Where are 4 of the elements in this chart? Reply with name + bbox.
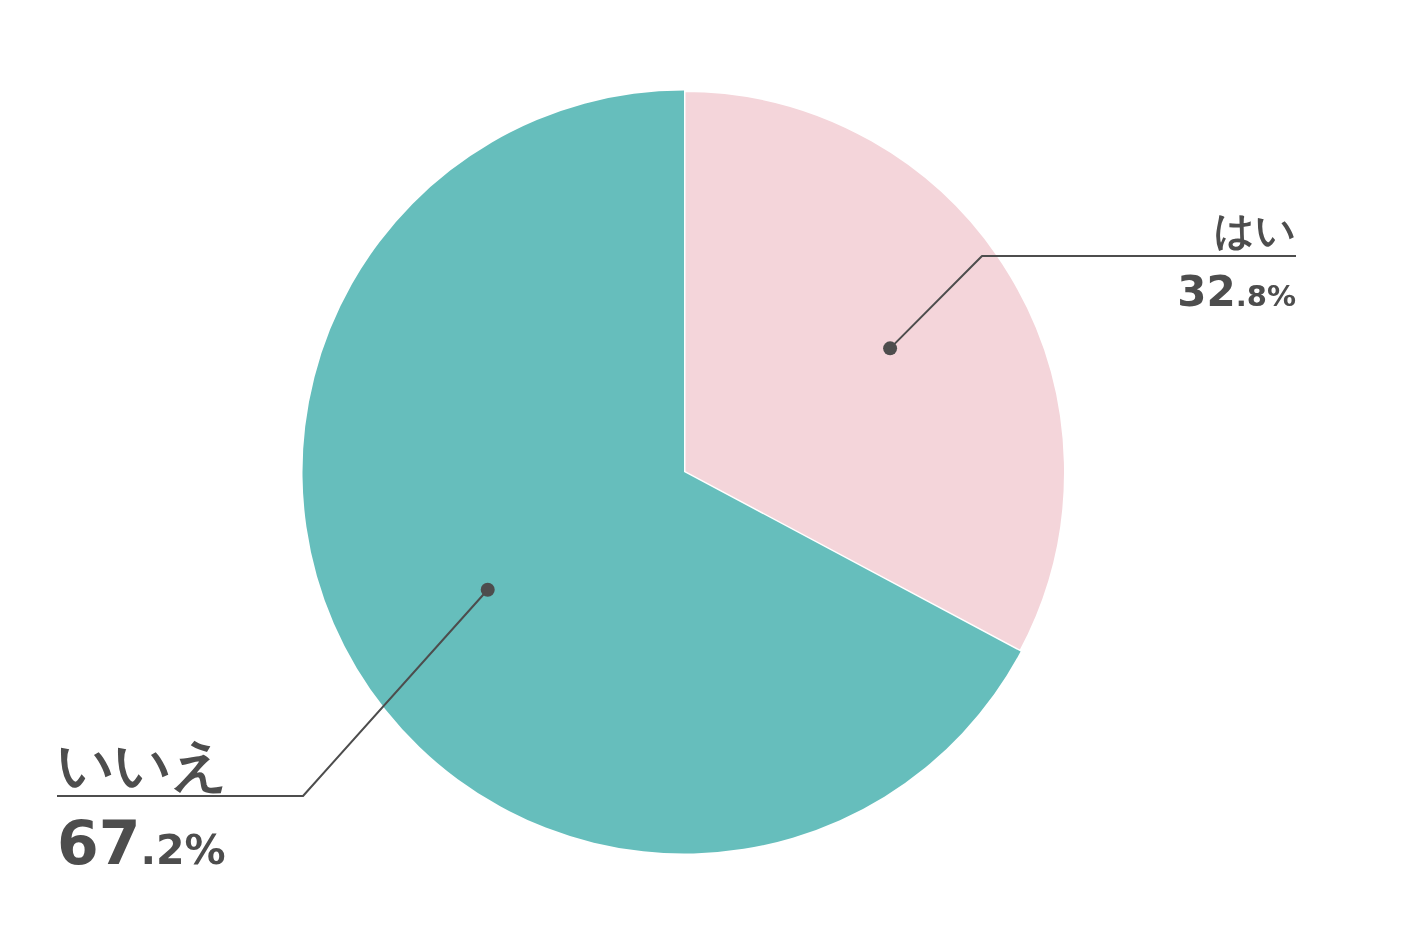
slice-label: はい: [1214, 207, 1296, 253]
slice-label: いいえ: [57, 732, 228, 797]
data-label: 67.2%: [57, 808, 226, 878]
data-label: 32.8%: [1177, 267, 1297, 316]
